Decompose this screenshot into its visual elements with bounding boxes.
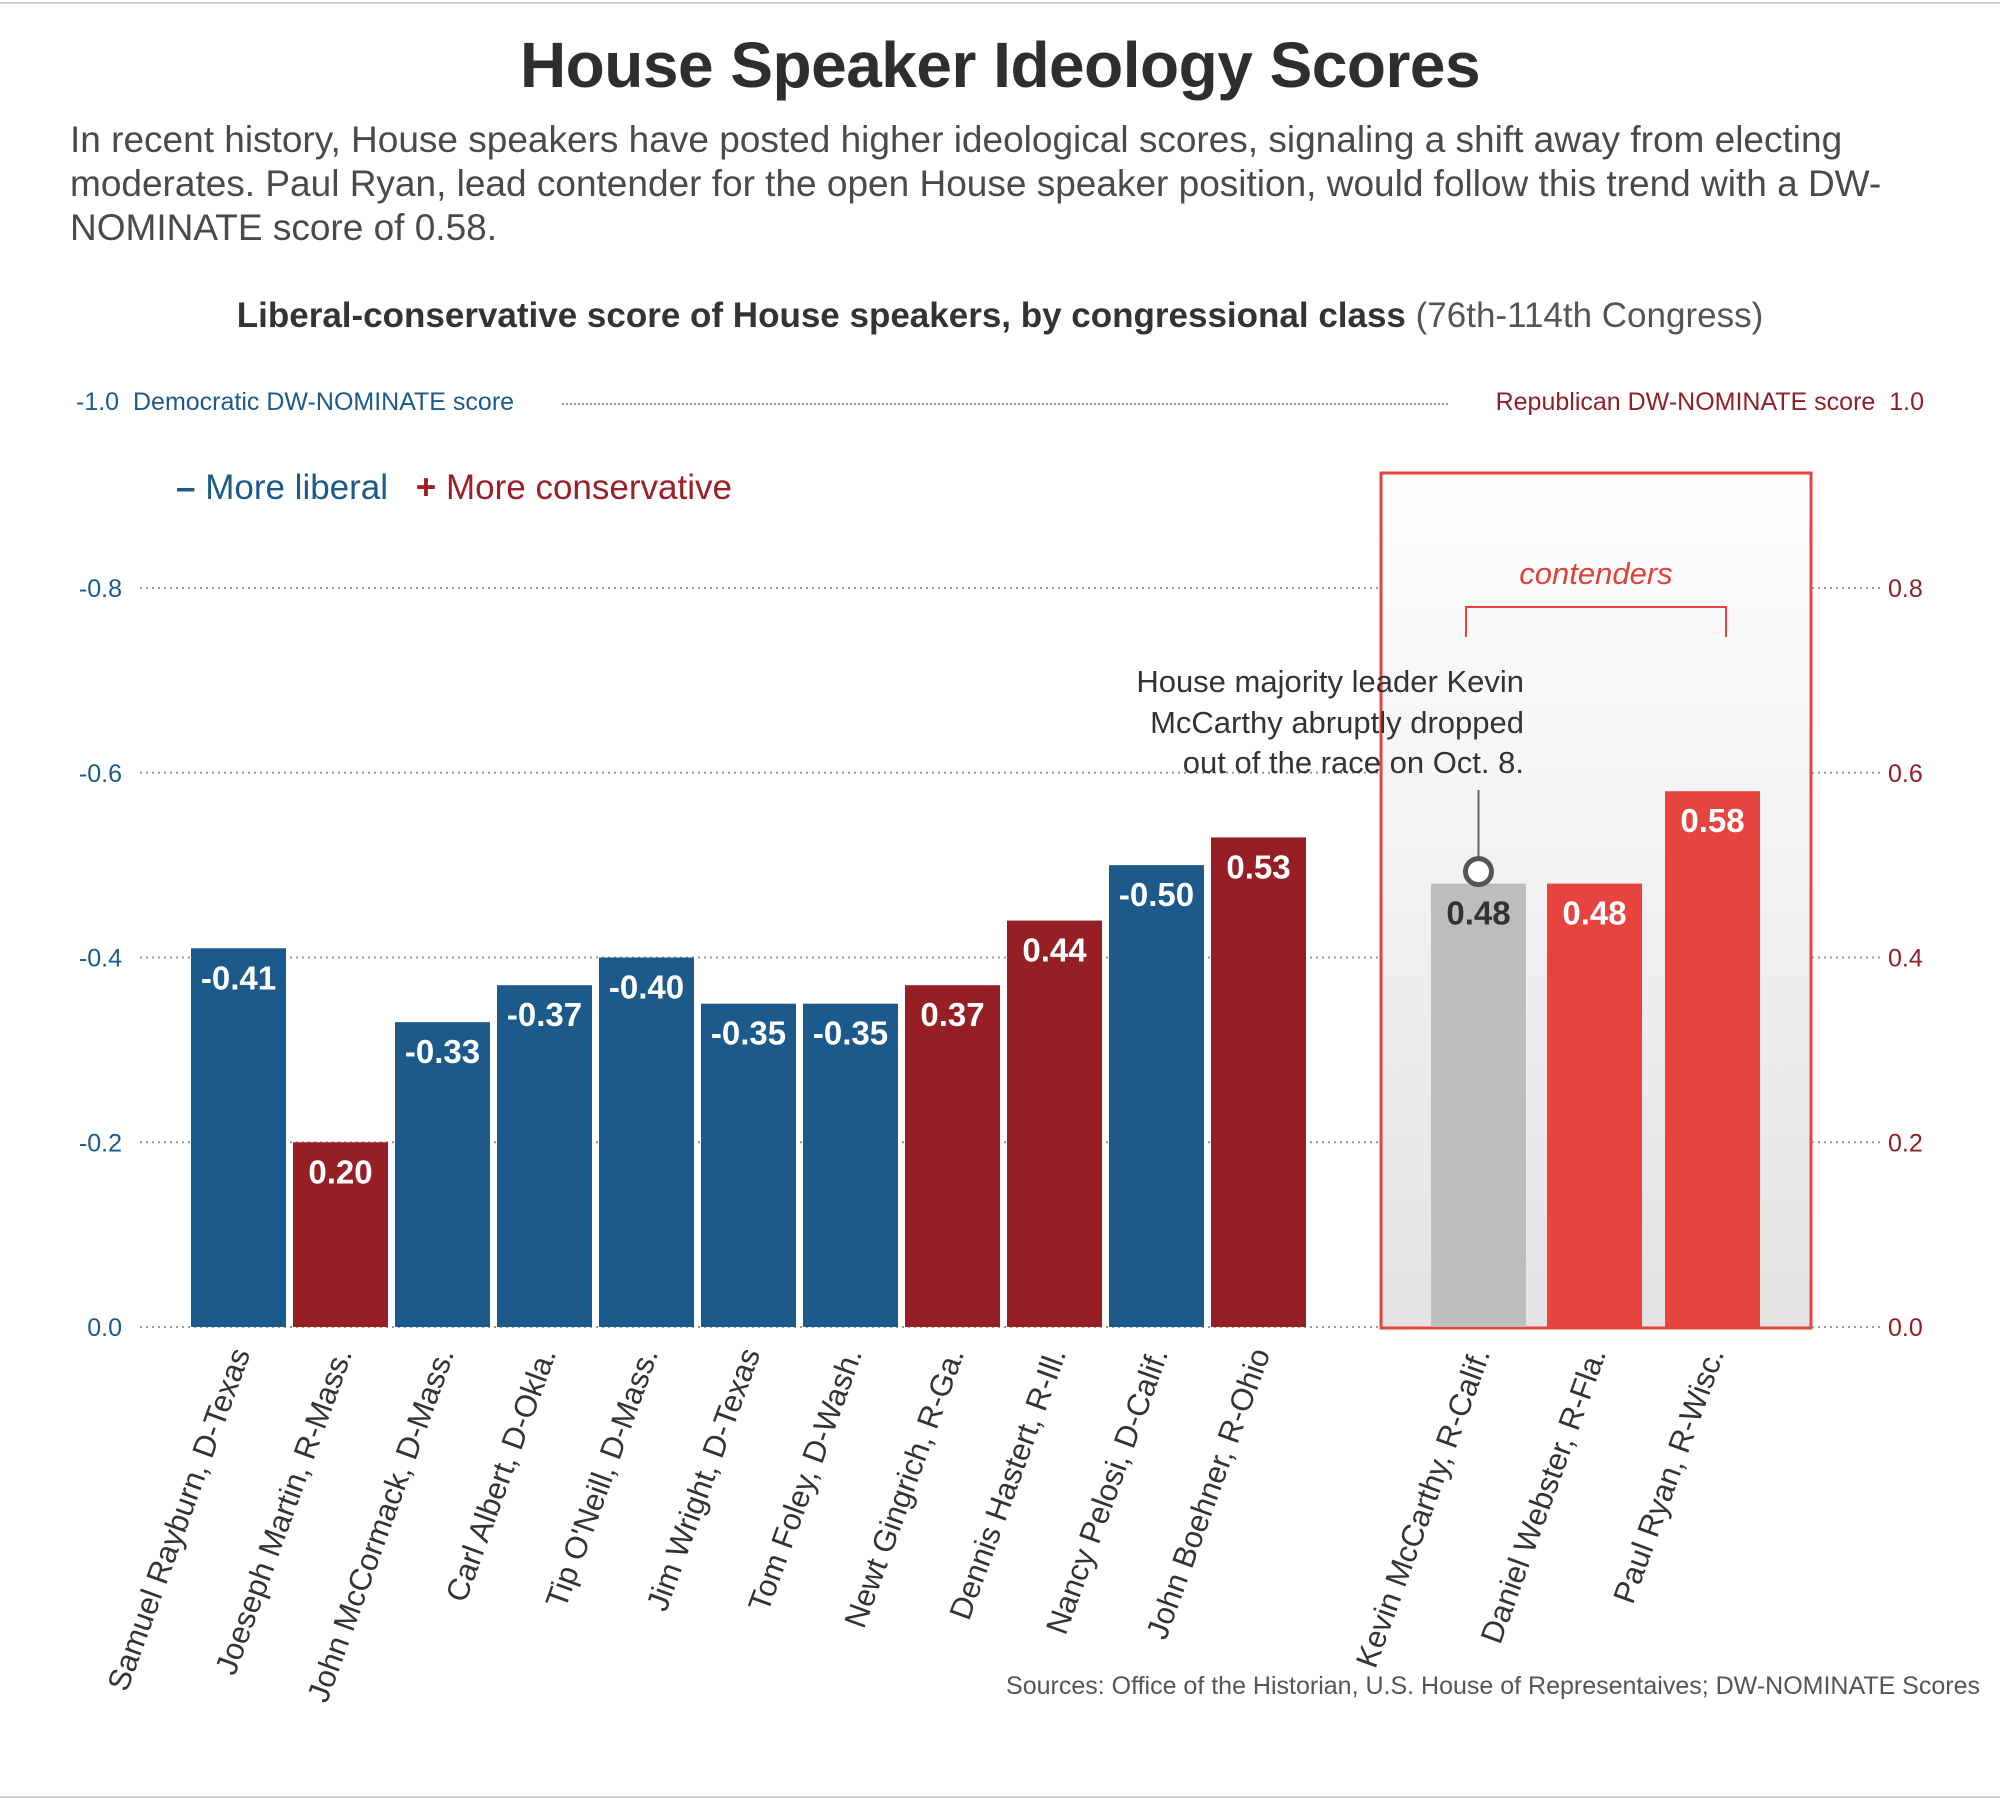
bar-value-label: -0.41 (201, 959, 276, 996)
scale-right-value: 1.0 (1889, 388, 1924, 416)
contenders-label: contenders (1519, 556, 1672, 591)
legend-conservative-label: More conservative (445, 468, 732, 507)
category-label: Kevin McCarthy, R-Calif. (1349, 1343, 1497, 1672)
bar-value-label: 0.20 (308, 1153, 372, 1190)
bar (905, 985, 1000, 1327)
bottom-border (0, 1796, 2000, 1798)
bar (1547, 883, 1642, 1327)
bar-value-label: -0.50 (1119, 876, 1194, 913)
legend-liberal: – More liberal (176, 468, 398, 507)
contenders-bracket-line (1465, 606, 1727, 637)
mccarthy-annotation: House majority leader Kevin McCarthy abr… (1136, 664, 1524, 888)
ytick-left: -0.8 (79, 575, 122, 603)
bar (1007, 920, 1102, 1327)
bar-value-label: -0.33 (405, 1033, 480, 1070)
bar (1211, 837, 1306, 1327)
bar (497, 985, 592, 1327)
annotation-line-2: McCarthy abruptly dropped (1150, 705, 1524, 740)
legend-conservative-symbol: + (415, 468, 437, 507)
legend-liberal-label: More liberal (205, 468, 389, 507)
ytick-right: 0.8 (1888, 575, 1923, 603)
bar-value-label: 0.48 (1562, 895, 1626, 932)
ytick-left: -0.6 (79, 760, 122, 788)
category-label: Daniel Webster, R-Fla. (1474, 1343, 1613, 1647)
democratic-scale-label: -1.0 Democratic DW-NOMINATE score (76, 388, 514, 417)
legend-liberal-symbol: – (176, 468, 196, 507)
category-label: Paul Ryan, R-Wisc. (1606, 1343, 1731, 1607)
ytick-right: 0.6 (1888, 760, 1923, 788)
bar-value-label: -0.35 (813, 1015, 888, 1052)
bar-value-label: 0.48 (1446, 895, 1510, 932)
bar-value-label: 0.53 (1226, 848, 1290, 885)
bar (1109, 865, 1204, 1327)
chart-subtitle: In recent history, House speakers have p… (70, 119, 1882, 248)
scale-dotted-line (562, 403, 1448, 405)
chart-heading: Liberal-conservative score of House spea… (0, 296, 2000, 336)
bar-value-label: -0.35 (711, 1015, 786, 1052)
contenders-bracket: contenders (1465, 556, 1727, 637)
bar (293, 1142, 388, 1327)
annotation-marker (1463, 856, 1494, 888)
bar-value-label: 0.37 (920, 996, 984, 1033)
ytick-left: 0.0 (87, 1314, 122, 1342)
bar-value-label: -0.37 (507, 996, 582, 1033)
bar (395, 1022, 490, 1327)
ytick-right: 0.2 (1888, 1129, 1923, 1157)
chart-title: House Speaker Ideology Scores (519, 29, 1481, 101)
annotation-line-3: out of the race on Oct. 8. (1183, 745, 1524, 780)
republican-scale-label: Republican DW-NOMINATE score 1.0 (1496, 388, 1924, 417)
category-label: Tom Foley, D-Wash. (741, 1343, 869, 1616)
bars: -0.41 0.20 -0.33 -0.37 -0.40 -0.35 -0.35 0.37 0.… (191, 791, 1760, 1327)
chart-heading-light: (76th-114th Congress) (1415, 296, 1764, 335)
bar (803, 1003, 898, 1327)
annotation-line-1: House majority leader Kevin (1136, 664, 1524, 699)
category-label: Dennis Hastert, R-Ill. (942, 1343, 1073, 1624)
bar-value-label: 0.58 (1680, 802, 1744, 839)
ytick-right: 0.0 (1888, 1314, 1923, 1342)
bar-value-label: -0.40 (609, 969, 684, 1006)
scale-right-label: Republican DW-NOMINATE score (1495, 388, 1876, 416)
category-label: Carl Albert, D-Okla. (439, 1343, 563, 1606)
bar-value-label: 0.44 (1022, 932, 1087, 969)
bar (701, 1003, 796, 1327)
category-label: Tip O'Neill, D-Mass. (539, 1343, 665, 1612)
ytick-left: -0.4 (79, 945, 122, 973)
legend: – More liberal + More conservative (176, 468, 732, 508)
bar (191, 948, 286, 1327)
ytick-left: -0.2 (79, 1129, 122, 1157)
ytick-right: 0.4 (1888, 945, 1923, 973)
sources-note: Sources: Office of the Historian, U.S. H… (1006, 1672, 1980, 1700)
chart-heading-bold: Liberal-conservative score of House spea… (236, 296, 1406, 335)
bar (1431, 883, 1526, 1327)
top-border (0, 2, 2000, 4)
bar (599, 957, 694, 1327)
scale-left-value: -1.0 (76, 388, 120, 416)
category-label: Jim Wright, D-Texas (640, 1343, 768, 1615)
bar (1665, 791, 1760, 1327)
legend-conservative: + More conservative (416, 468, 732, 507)
scale-left-label: Democratic DW-NOMINATE score (133, 388, 515, 416)
